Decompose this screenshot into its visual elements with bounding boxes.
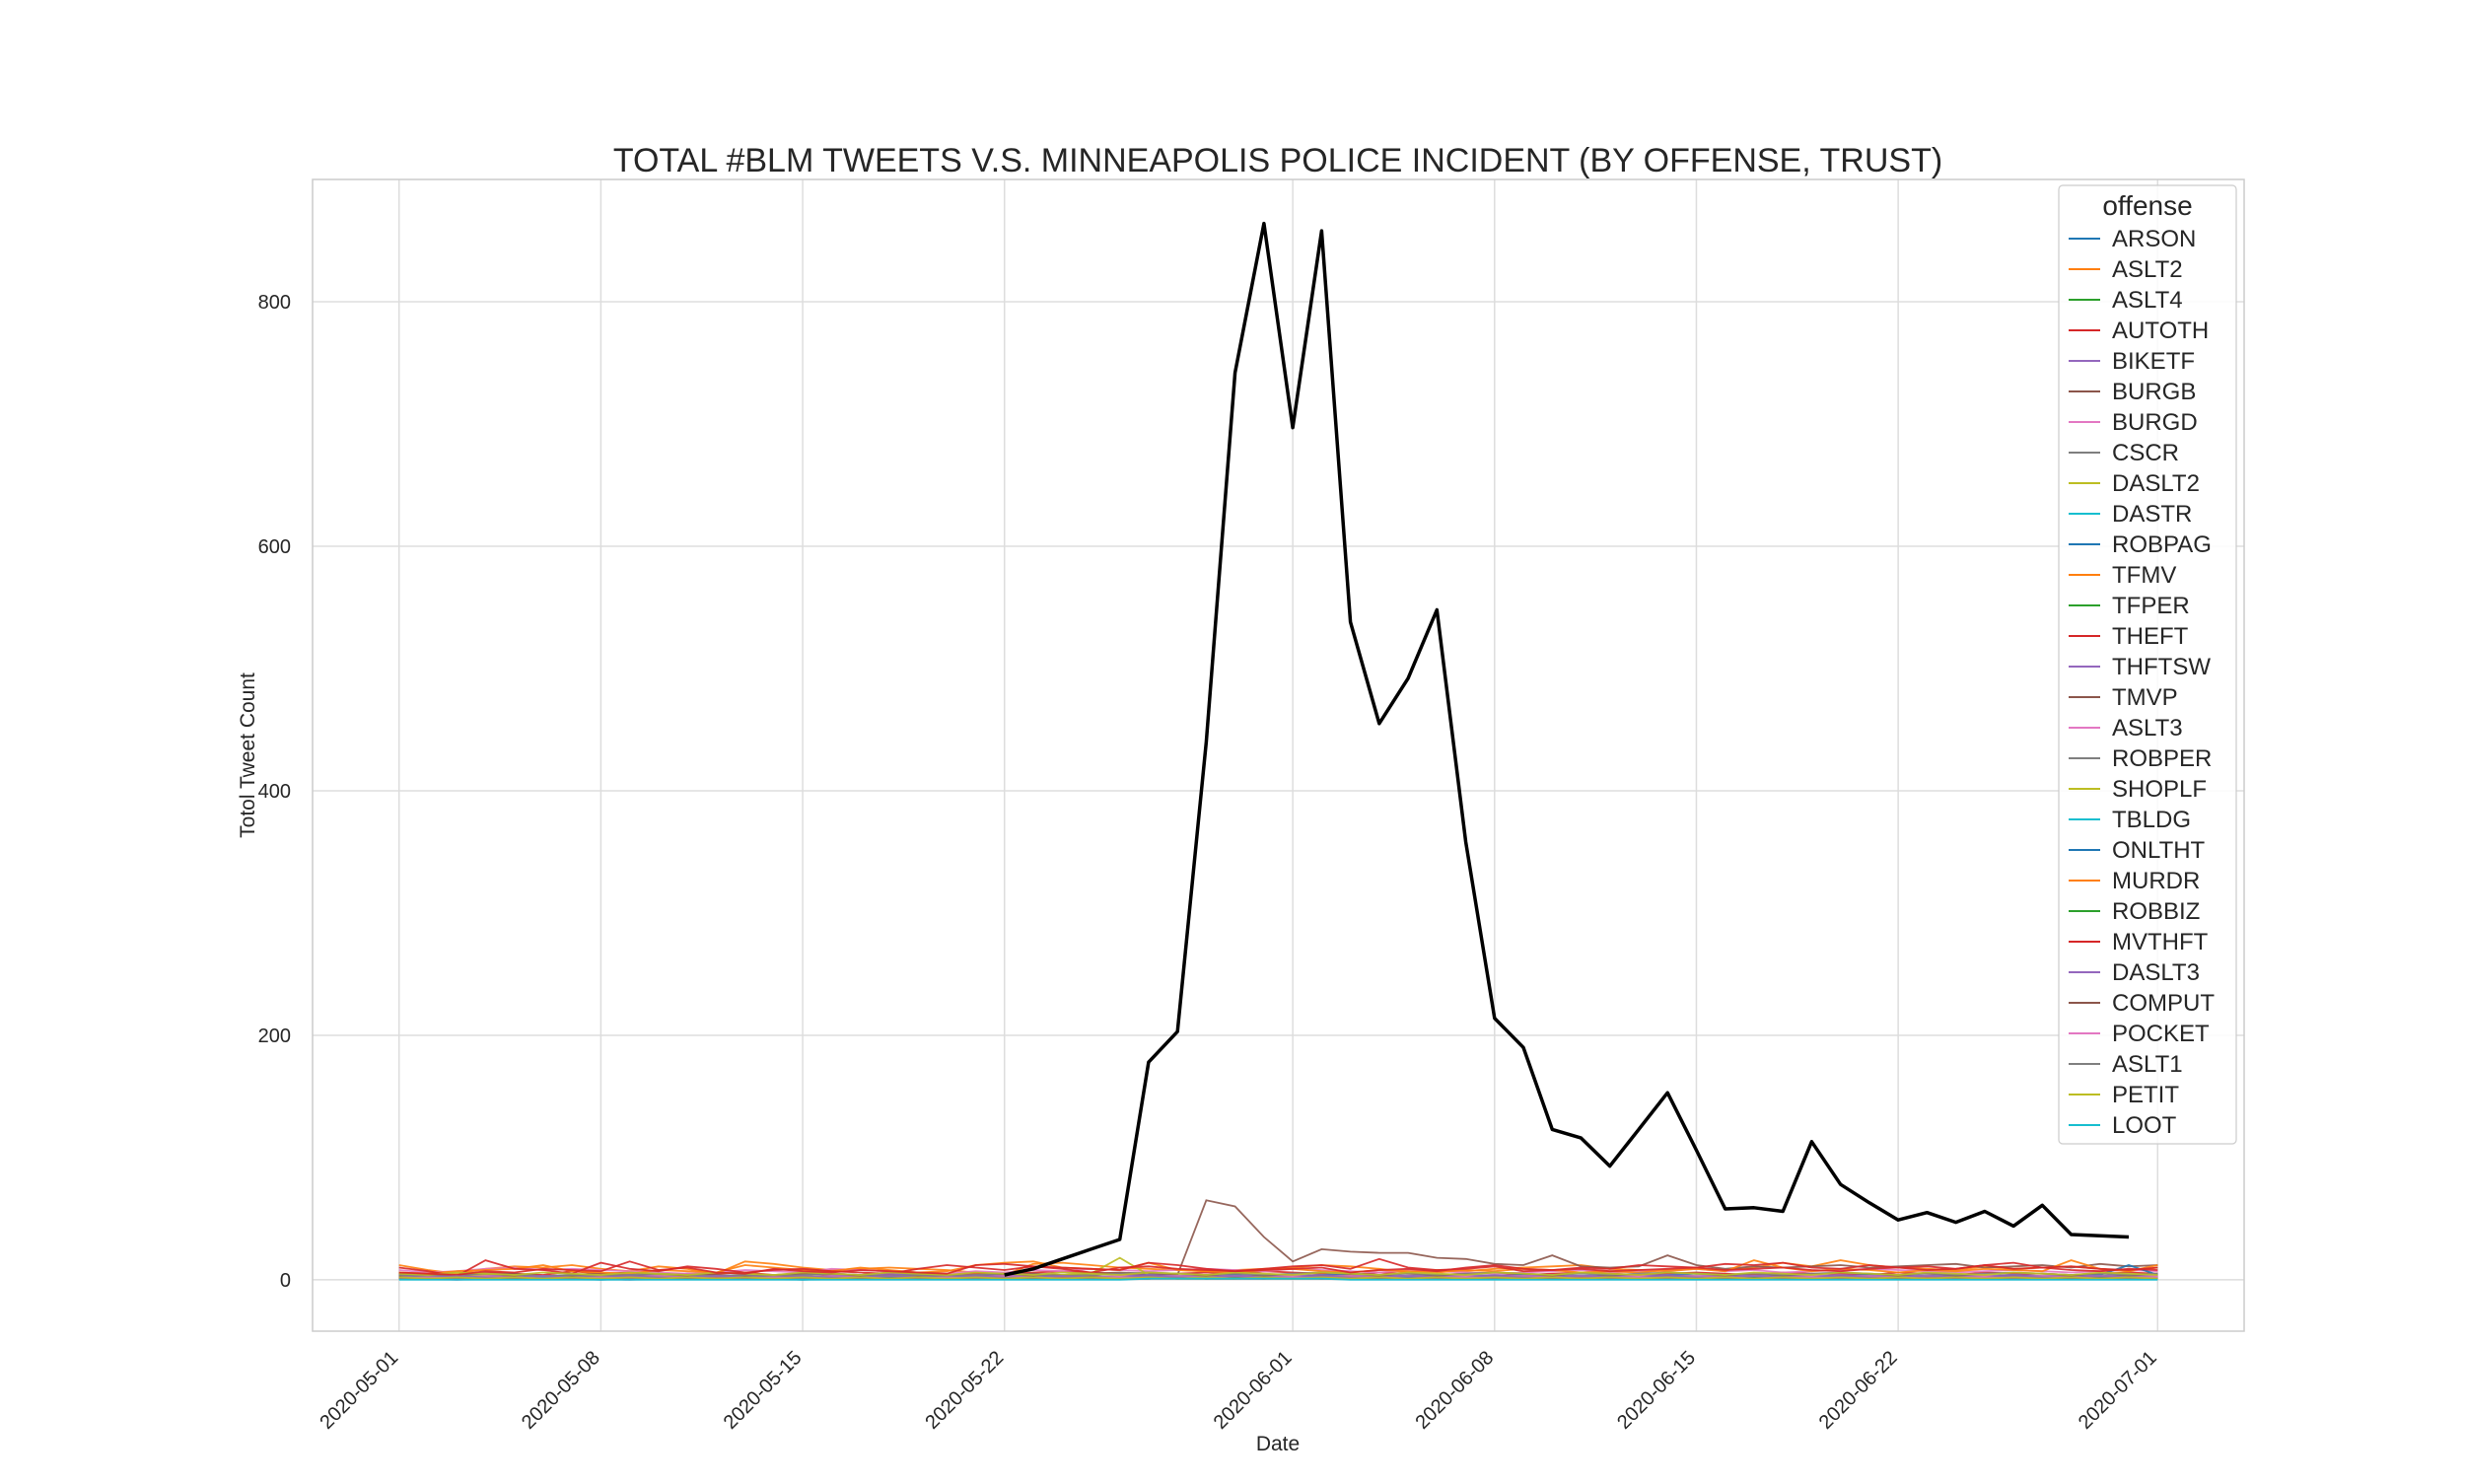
legend-title: offense: [2102, 190, 2192, 221]
legend-label-tfper: TFPER: [2112, 593, 2190, 619]
legend-label-onltht: ONLTHT: [2112, 837, 2206, 864]
legend-label-loot: LOOT: [2112, 1112, 2177, 1139]
legend-label-robpag: ROBPAG: [2112, 531, 2212, 558]
legend-label-tfmv: TFMV: [2112, 562, 2176, 589]
legend-label-shoplf: SHOPLF: [2112, 776, 2207, 803]
series-line-shoplf: [398, 1271, 2158, 1276]
y-tick-label: 800: [258, 292, 291, 314]
total-tweets-series: [1004, 221, 2130, 1277]
legend-label-aslt1: ASLT1: [2112, 1051, 2183, 1078]
legend-label-burgd: BURGD: [2112, 409, 2198, 436]
legend-label-arson: ARSON: [2112, 226, 2196, 252]
legend-label-mvthft: MVTHFT: [2112, 929, 2209, 955]
legend-label-dastr: DASTR: [2112, 501, 2192, 528]
grid: [313, 179, 2244, 1331]
legend-label-pocket: POCKET: [2112, 1021, 2210, 1047]
legend-label-petit: PETIT: [2112, 1082, 2179, 1108]
legend-label-tmvp: TMVP: [2112, 684, 2178, 711]
legend-label-theft: THEFT: [2112, 623, 2189, 650]
x-axis-label: Date: [1256, 1433, 1300, 1455]
y-tick-label: 0: [280, 1270, 291, 1292]
legend-label-aslt2: ASLT2: [2112, 256, 2183, 283]
legend-label-robper: ROBPER: [2112, 745, 2212, 772]
legend-label-tbldg: TBLDG: [2112, 807, 2191, 833]
legend: offense ARSON ASLT2 ASLT4 AUTOTH BIKETF BURGB…: [2058, 184, 2237, 1145]
legend-label-daslt3: DASLT3: [2112, 959, 2200, 986]
y-axis-ticks: 0 200 400 600 800: [258, 292, 291, 1292]
legend-label-comput: COMPUT: [2112, 990, 2215, 1017]
legend-label-cscr: CSCR: [2112, 440, 2179, 466]
legend-box: [2058, 184, 2237, 1145]
offense-series: [398, 1199, 2158, 1281]
legend-items: ARSON ASLT2 ASLT4 AUTOTH BIKETF BURGB BURGD CSC…: [2069, 226, 2215, 1139]
series-line-mvthft: [398, 1260, 2158, 1276]
legend-label-robbiz: ROBBIZ: [2112, 898, 2200, 925]
legend-label-thftsw: THFTSW: [2112, 654, 2211, 680]
series-line-loot: [398, 1277, 2158, 1281]
legend-label-daslt2: DASLT2: [2112, 470, 2200, 497]
plot-frame: [312, 178, 2245, 1332]
legend-label-aslt3: ASLT3: [2112, 715, 2183, 742]
legend-label-burgb: BURGB: [2112, 379, 2196, 405]
chart-title: TOTAL #BLM TWEETS V.S. MINNEAPOLIS POLIC…: [613, 142, 1942, 179]
legend-label-biketf: BIKETF: [2112, 348, 2195, 375]
y-tick-label: 400: [258, 781, 291, 803]
legend-label-aslt4: ASLT4: [2112, 287, 2183, 314]
legend-label-murdr: MURDR: [2112, 868, 2200, 894]
legend-label-autoth: AUTOTH: [2112, 318, 2209, 344]
y-tick-label: 600: [258, 536, 291, 558]
y-tick-label: 200: [258, 1025, 291, 1047]
series-line-theft: [398, 1257, 2158, 1278]
total-tweets-line: [1004, 221, 2130, 1277]
y-axis-label: Totol Tweet Count: [237, 672, 259, 838]
